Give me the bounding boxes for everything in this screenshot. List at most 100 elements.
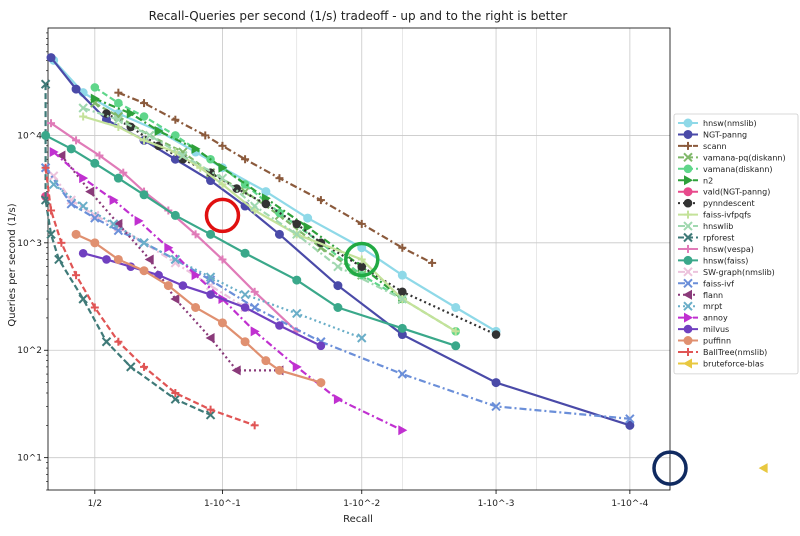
data-point xyxy=(491,401,501,412)
data-point xyxy=(139,112,149,121)
data-point xyxy=(114,98,123,108)
series-line xyxy=(60,154,280,372)
marker-stroke xyxy=(66,199,76,209)
data-point xyxy=(250,287,259,296)
legend-entry-mrpt: mrpt xyxy=(678,301,722,311)
data-point xyxy=(171,115,180,124)
marker-stroke xyxy=(78,201,88,211)
legend-entry-milvus: milvus xyxy=(678,324,729,334)
legend-entry-vald-ngt-panng: vald(NGT-panng) xyxy=(678,187,770,197)
data-point xyxy=(46,53,56,63)
y-tick-label: 10^4 xyxy=(17,131,42,141)
marker-stroke xyxy=(139,238,149,248)
legend-marker xyxy=(683,336,693,346)
x-tick-label: 1-10^-1 xyxy=(204,499,241,509)
series-layer xyxy=(40,53,768,474)
data-point xyxy=(170,210,180,220)
annotation-circle xyxy=(652,450,688,486)
data-point xyxy=(451,303,461,313)
marker-stroke xyxy=(683,221,693,231)
data-point xyxy=(250,206,259,215)
data-point xyxy=(333,281,343,291)
data-point xyxy=(140,99,149,108)
marker-stroke xyxy=(108,219,119,229)
marker-stroke xyxy=(683,232,693,243)
data-point xyxy=(240,289,250,300)
legend-label: faiss-ivfpqfs xyxy=(703,211,751,220)
data-point xyxy=(316,341,326,351)
marker-stroke xyxy=(78,103,88,113)
data-point xyxy=(102,109,111,118)
data-point xyxy=(90,158,100,168)
data-point xyxy=(206,229,216,239)
data-point xyxy=(191,270,201,281)
data-point xyxy=(428,258,437,267)
marker-stroke xyxy=(90,213,100,223)
marker-stroke xyxy=(205,410,216,420)
legend-marker xyxy=(684,312,693,323)
series-hnsw-nmslib xyxy=(49,55,501,336)
series-line xyxy=(44,84,212,416)
legend-label: bruteforce-blas xyxy=(703,359,764,368)
data-point xyxy=(398,287,407,297)
series-line xyxy=(44,167,630,420)
legend-entry-hnsw-nmslib: hnsw(nmslib) xyxy=(678,118,757,128)
legend-label: NGT-panng xyxy=(703,130,747,139)
data-point xyxy=(78,103,88,113)
series-balltree-nmslib xyxy=(41,163,259,430)
legend-label: hnsw(vespa) xyxy=(703,245,754,254)
data-point xyxy=(48,171,59,181)
legend-entry-hnsw-vespa: hnsw(vespa) xyxy=(678,244,754,254)
marker-stroke xyxy=(170,254,181,265)
legend-entry-puffinn: puffinn xyxy=(678,336,731,346)
data-point xyxy=(758,463,768,474)
marker-stroke xyxy=(292,229,302,240)
x-tick-label: 1-10^-4 xyxy=(611,499,648,509)
marker-stroke xyxy=(357,333,367,343)
data-point xyxy=(90,303,99,312)
legend-entry-hnswlib: hnswlib xyxy=(678,221,733,231)
data-point xyxy=(90,213,100,223)
series-line xyxy=(52,151,403,432)
data-point xyxy=(625,414,635,424)
marker-stroke xyxy=(683,278,693,289)
legend-label: scann xyxy=(703,142,727,151)
data-point xyxy=(108,219,119,229)
marker-stroke xyxy=(66,195,76,205)
legend-entry-rpforest: rpforest xyxy=(678,232,734,243)
data-point xyxy=(40,79,51,89)
data-point xyxy=(397,294,408,304)
marker-stroke xyxy=(90,210,100,221)
data-point xyxy=(191,143,201,154)
data-point xyxy=(275,321,284,330)
legend-entry-vamana-diskann: vamana(diskann) xyxy=(678,164,773,174)
legend-label: hnsw(faiss) xyxy=(703,256,748,265)
marker-stroke xyxy=(683,152,693,163)
legend-marker xyxy=(683,289,692,300)
data-point xyxy=(139,238,149,248)
marker-stroke xyxy=(491,401,501,412)
marker-stroke xyxy=(205,272,216,282)
series-faiss-ivf xyxy=(40,163,635,424)
legend-marker xyxy=(683,152,693,163)
series-line xyxy=(94,86,457,333)
data-point xyxy=(113,218,123,229)
series-line xyxy=(45,134,457,347)
series-sw-graph-nmslib xyxy=(48,171,250,313)
legend-label: vamana(diskann) xyxy=(703,165,773,174)
data-point xyxy=(134,215,144,226)
marker-stroke xyxy=(292,308,302,319)
data-point xyxy=(56,150,66,161)
data-point xyxy=(491,378,501,388)
data-point xyxy=(357,255,366,264)
legend-entry-balltree-nmslib: BallTree(nmslib) xyxy=(678,348,767,357)
data-point xyxy=(140,362,149,371)
series-line xyxy=(52,59,497,333)
data-point xyxy=(205,333,215,344)
data-point xyxy=(240,248,250,258)
data-point xyxy=(218,255,227,264)
x-tick-label: 1/2 xyxy=(88,499,102,509)
data-point xyxy=(101,337,112,347)
data-point xyxy=(249,201,260,211)
legend-entry-faiss-ivf: faiss-ivf xyxy=(678,278,734,289)
